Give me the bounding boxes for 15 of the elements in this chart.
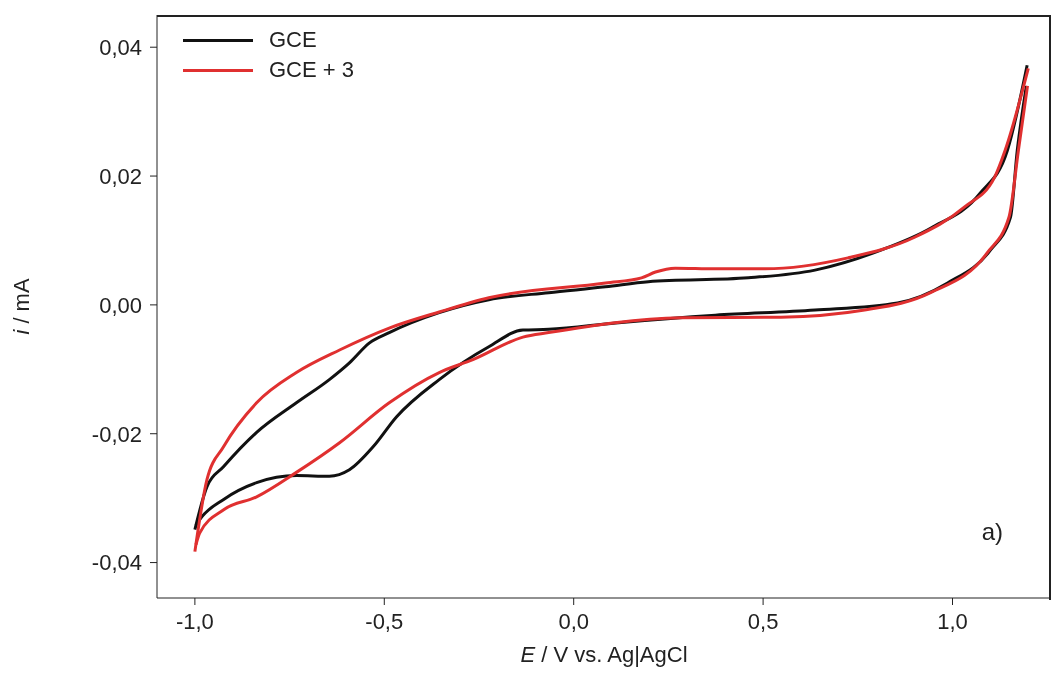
x-tick-label: 0,0 <box>558 608 589 634</box>
y-tick-label: -0,04 <box>91 550 142 576</box>
legend-label: GCE <box>269 26 317 54</box>
legend-label: GCE + 3 <box>269 56 354 84</box>
y-tick-label: 0,02 <box>99 163 142 189</box>
x-axis-title: E / V vs. Ag|AgCl <box>520 642 688 667</box>
annotation: a) <box>981 518 1003 546</box>
x-tick-label: 0,5 <box>747 608 779 634</box>
x-tick-label: -0,5 <box>365 608 404 634</box>
y-axis-title: i / mA <box>9 278 34 335</box>
y-tick-label: 0,00 <box>99 292 142 318</box>
y-tick-label: -0,02 <box>91 421 142 447</box>
x-tick-label: 1,0 <box>937 608 968 634</box>
y-tick-label: 0,04 <box>99 35 142 61</box>
x-tick-label: -1,0 <box>175 608 214 634</box>
